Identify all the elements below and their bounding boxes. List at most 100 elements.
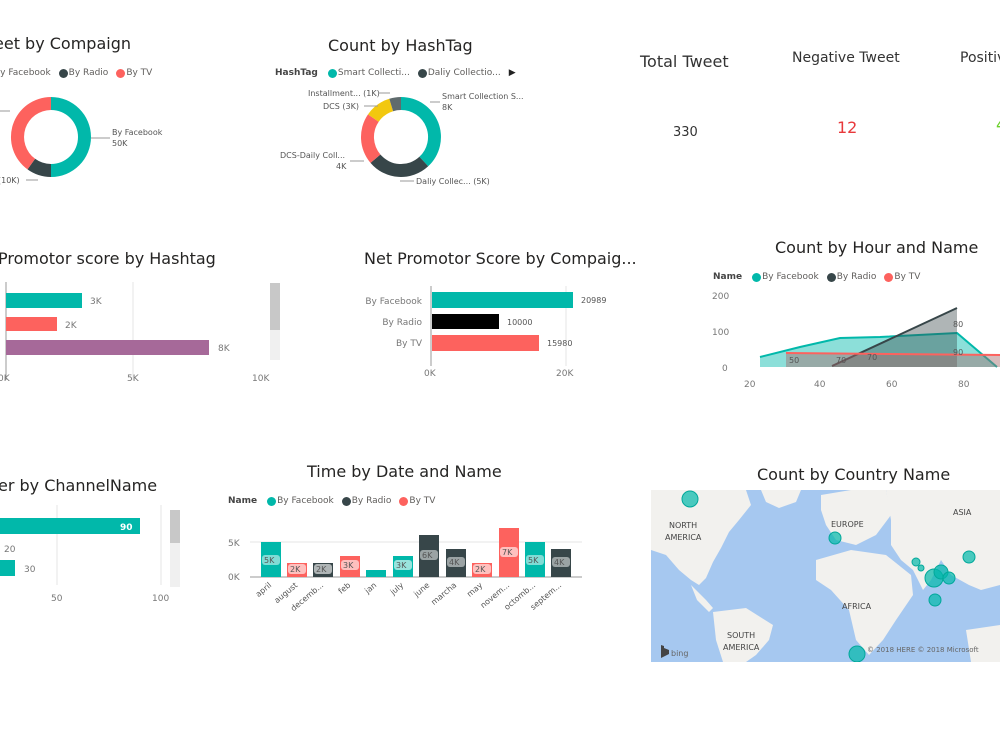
svg-text:SOUTH: SOUTH [727, 631, 755, 640]
svg-text:80: 80 [953, 320, 963, 329]
count-by-hashtag-donut[interactable]: Installment... (1K) DCS (3K) Smart Colle… [270, 85, 540, 195]
bubble-bangladesh[interactable] [942, 571, 956, 585]
bar-september[interactable]: 4K [551, 549, 571, 577]
by-channel-title: er by ChannelName [0, 476, 158, 495]
svg-text:AFRICA: AFRICA [842, 602, 872, 611]
bar-may[interactable]: 2K [472, 563, 492, 577]
svg-text:2K: 2K [65, 321, 78, 331]
count-by-country-map[interactable]: NORTH AMERICA EUROPE ASIA AFRICA SOUTH A… [651, 490, 1000, 662]
svg-text:bing: bing [671, 649, 688, 658]
nps-by-compaign-chart[interactable]: By Facebook By Radio By TV 20989 10000 1… [350, 280, 650, 380]
svg-text:5K: 5K [528, 556, 539, 565]
bar-1[interactable] [0, 518, 140, 534]
total-tweet-title: Total Tweet [640, 52, 729, 71]
svg-text:2K: 2K [290, 565, 301, 574]
bar-july[interactable]: 3K [393, 556, 413, 577]
count-by-country-title: Count by Country Name [757, 465, 951, 484]
bar-april[interactable]: 5K [261, 542, 281, 577]
svg-text:70: 70 [867, 353, 877, 362]
svg-text:NORTH: NORTH [669, 521, 697, 530]
bar-3[interactable] [0, 560, 15, 576]
svg-text:0K: 0K [0, 374, 11, 384]
legend-item-tv[interactable]: By TV [884, 272, 920, 282]
legend-item-facebook[interactable]: By Facebook [752, 272, 819, 282]
positive-tweet-value: 4 [996, 115, 1000, 134]
by-channel-scrollbar-thumb[interactable] [170, 510, 180, 543]
svg-text:may: may [465, 580, 484, 598]
legend-item-daily-collection[interactable]: Daliy Collectio... [417, 68, 501, 78]
bubble-south-africa[interactable] [848, 645, 866, 662]
dcs-slice-label: DCS (3K) [323, 102, 359, 111]
bar-june[interactable]: 6K [419, 535, 439, 577]
svg-text:2K: 2K [475, 565, 486, 574]
time-by-date-legend: Name By Facebook By Radio By TV [228, 496, 436, 506]
legend-item-tv[interactable]: By TV [116, 68, 152, 78]
bubble-sri-lanka[interactable] [928, 593, 942, 607]
svg-text:AMERICA: AMERICA [723, 643, 760, 652]
svg-text:80: 80 [958, 380, 970, 390]
bubble-afghanistan[interactable] [911, 557, 921, 567]
bar-jan[interactable] [366, 570, 386, 577]
legend-item-facebook[interactable]: By Facebook [0, 68, 51, 78]
nps-by-hashtag-title: Promotor score by Hashtag [0, 249, 216, 268]
svg-text:10000: 10000 [507, 318, 532, 327]
bar-november[interactable]: 7K [499, 528, 519, 577]
bar-1[interactable] [6, 293, 82, 308]
svg-text:15980: 15980 [547, 339, 572, 348]
svg-text:8K: 8K [218, 344, 231, 354]
bing-logo: bing [661, 645, 688, 658]
daily-dot-icon [417, 68, 427, 78]
bar-december[interactable]: 2K [313, 563, 333, 577]
tweet-by-compaign-legend: By Facebook By Radio By TV [0, 68, 156, 78]
svg-text:april: april [254, 581, 273, 599]
bar-august[interactable]: 2K [287, 563, 307, 577]
legend-next-arrow-icon[interactable]: ▶ [508, 68, 516, 78]
svg-text:july: july [388, 580, 406, 597]
legend-item-radio[interactable]: By Radio [58, 68, 108, 78]
bar-feb[interactable]: 3K [340, 556, 360, 577]
installment-slice-label: Installment... (1K) [308, 89, 380, 98]
svg-text:10K: 10K [252, 374, 270, 384]
legend-item-tv[interactable]: By TV [399, 496, 435, 506]
svg-text:0K: 0K [424, 369, 437, 379]
svg-text:3K: 3K [343, 561, 354, 570]
svg-text:20989: 20989 [581, 296, 606, 305]
svg-text:By Facebook: By Facebook [365, 297, 422, 307]
count-by-hour-area-chart[interactable]: 200 100 0 50 70 70 80 90 20 40 60 80 [700, 285, 1000, 395]
count-by-hashtag-legend: HashTag Smart Collecti... Daliy Collecti… [275, 68, 516, 78]
bubble-italy[interactable] [828, 531, 842, 545]
bar-2[interactable] [6, 317, 57, 331]
nps-hashtag-scrollbar-thumb[interactable] [270, 283, 280, 330]
svg-text:100: 100 [712, 328, 729, 338]
total-tweet-value: 330 [673, 125, 698, 140]
svg-text:5K: 5K [127, 374, 140, 384]
legend-item-facebook[interactable]: By Facebook [267, 496, 334, 506]
radio-dot-icon [58, 68, 68, 78]
bubble-pakistan[interactable] [917, 564, 925, 572]
legend-item-radio[interactable]: By Radio [341, 496, 391, 506]
by-channel-chart[interactable]: 90 20 30 50 100 [0, 505, 200, 605]
count-by-hashtag-title: Count by HashTag [328, 36, 473, 55]
bar-tv[interactable] [432, 335, 539, 351]
time-by-date-chart[interactable]: 5K 0K 5K 2K 2K 3K 3K 6K 4K 2K 7K 5K 4K a… [220, 520, 600, 620]
svg-text:0K: 0K [228, 573, 241, 583]
bar-facebook[interactable] [432, 292, 573, 308]
legend-item-smart-collection[interactable]: Smart Collecti... [327, 68, 410, 78]
svg-text:feb: feb [337, 581, 353, 596]
svg-text:ASIA: ASIA [953, 508, 972, 517]
bar-october[interactable]: 5K [525, 542, 545, 577]
by-channel-scrollbar[interactable] [170, 510, 180, 587]
bar-marcha[interactable]: 4K [446, 549, 466, 577]
svg-text:3K: 3K [90, 297, 103, 307]
legend-item-radio[interactable]: By Radio [826, 272, 876, 282]
svg-text:2K: 2K [316, 565, 327, 574]
svg-text:20K: 20K [556, 369, 574, 379]
count-by-hour-title: Count by Hour and Name [775, 238, 979, 257]
nps-by-hashtag-chart[interactable]: 3K 2K 8K 0K 5K 10K [0, 280, 290, 390]
tweet-by-compaign-donut[interactable]: By Facebook 50K (10K) [0, 90, 200, 190]
bubble-canada[interactable] [681, 490, 699, 508]
negative-tweet-value: 12 [837, 118, 858, 137]
bar-radio[interactable] [432, 314, 499, 329]
bubble-china[interactable] [962, 550, 976, 564]
bar-3[interactable] [6, 340, 209, 355]
